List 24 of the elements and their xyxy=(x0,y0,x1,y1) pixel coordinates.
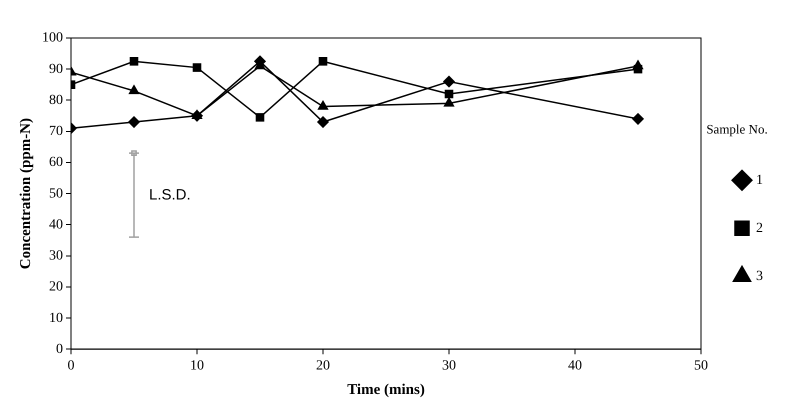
legend-label: 1 xyxy=(756,172,763,188)
y-tick-label: 40 xyxy=(49,217,63,232)
x-tick-label: 20 xyxy=(316,358,330,374)
x-tick-label: 10 xyxy=(190,358,204,374)
x-tick-label: 30 xyxy=(442,358,456,374)
y-tick-label: 90 xyxy=(49,62,63,77)
x-axis-title: Time (mins) xyxy=(347,382,425,398)
x-tick-label: 0 xyxy=(68,358,74,374)
y-tick-label: 20 xyxy=(49,280,63,295)
x-tick-label: 50 xyxy=(694,358,708,374)
y-tick-label: 0 xyxy=(56,342,63,357)
y-tick-label: 60 xyxy=(49,155,63,170)
legend-label: 3 xyxy=(756,268,763,284)
y-tick-label: 100 xyxy=(42,30,63,46)
y-axis-title: Concentration (ppm-N) xyxy=(18,118,34,270)
y-tick-label: 50 xyxy=(49,186,63,202)
y-tick-label: 70 xyxy=(49,124,63,140)
legend-title: Sample No. xyxy=(706,122,768,137)
y-tick-label: 30 xyxy=(49,248,63,264)
legend-label: 2 xyxy=(756,220,763,236)
y-tick-label: 10 xyxy=(49,310,63,326)
x-tick-label: 40 xyxy=(568,358,582,374)
annotation: L.S.D. xyxy=(149,186,191,204)
y-tick-label: 80 xyxy=(49,92,63,108)
